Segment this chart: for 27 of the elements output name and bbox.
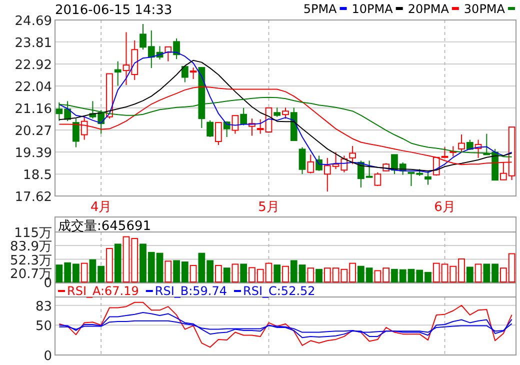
y-tick-label: 20.27 <box>14 124 52 140</box>
legend-label: RSI_A:67.19 <box>67 284 139 298</box>
legend-label: RSI_C:52.52 <box>243 284 316 298</box>
legend-label: RSI_B:59.74 <box>154 284 228 298</box>
y-tick-label: 83.9万 <box>10 240 52 255</box>
y-tick-label: 115万 <box>14 226 52 241</box>
x-tick-label: 5月 <box>258 200 280 215</box>
y-tick-label: 22.92 <box>14 58 52 74</box>
legend-label: 10PMA <box>352 2 394 16</box>
y-tick-label: 50 <box>35 319 52 334</box>
y-tick-label: 0 <box>44 349 52 364</box>
x-tick-label: 6月 <box>434 200 456 215</box>
y-tick-label: 23.81 <box>14 36 52 51</box>
legend-label: 5PMA <box>303 2 338 16</box>
legend-label: 30PMA <box>464 2 506 16</box>
y-tick-label: 17.62 <box>14 190 52 205</box>
chart-title: 成交量:645691 <box>58 218 152 234</box>
y-tick-label: 22.04 <box>14 80 52 95</box>
x-tick-label: 4月 <box>90 200 112 215</box>
y-tick-label: 83 <box>35 299 52 314</box>
y-tick-label: 21.16 <box>14 102 52 117</box>
legend-label: 20PMA <box>408 2 450 16</box>
y-tick-label: 52.3万 <box>10 253 52 268</box>
y-tick-label: 19.39 <box>14 146 52 161</box>
chart-title: 2016-06-15 14:33 <box>55 3 172 18</box>
y-tick-label: 18.5 <box>23 168 52 184</box>
y-tick-label: 24.69 <box>14 14 52 29</box>
